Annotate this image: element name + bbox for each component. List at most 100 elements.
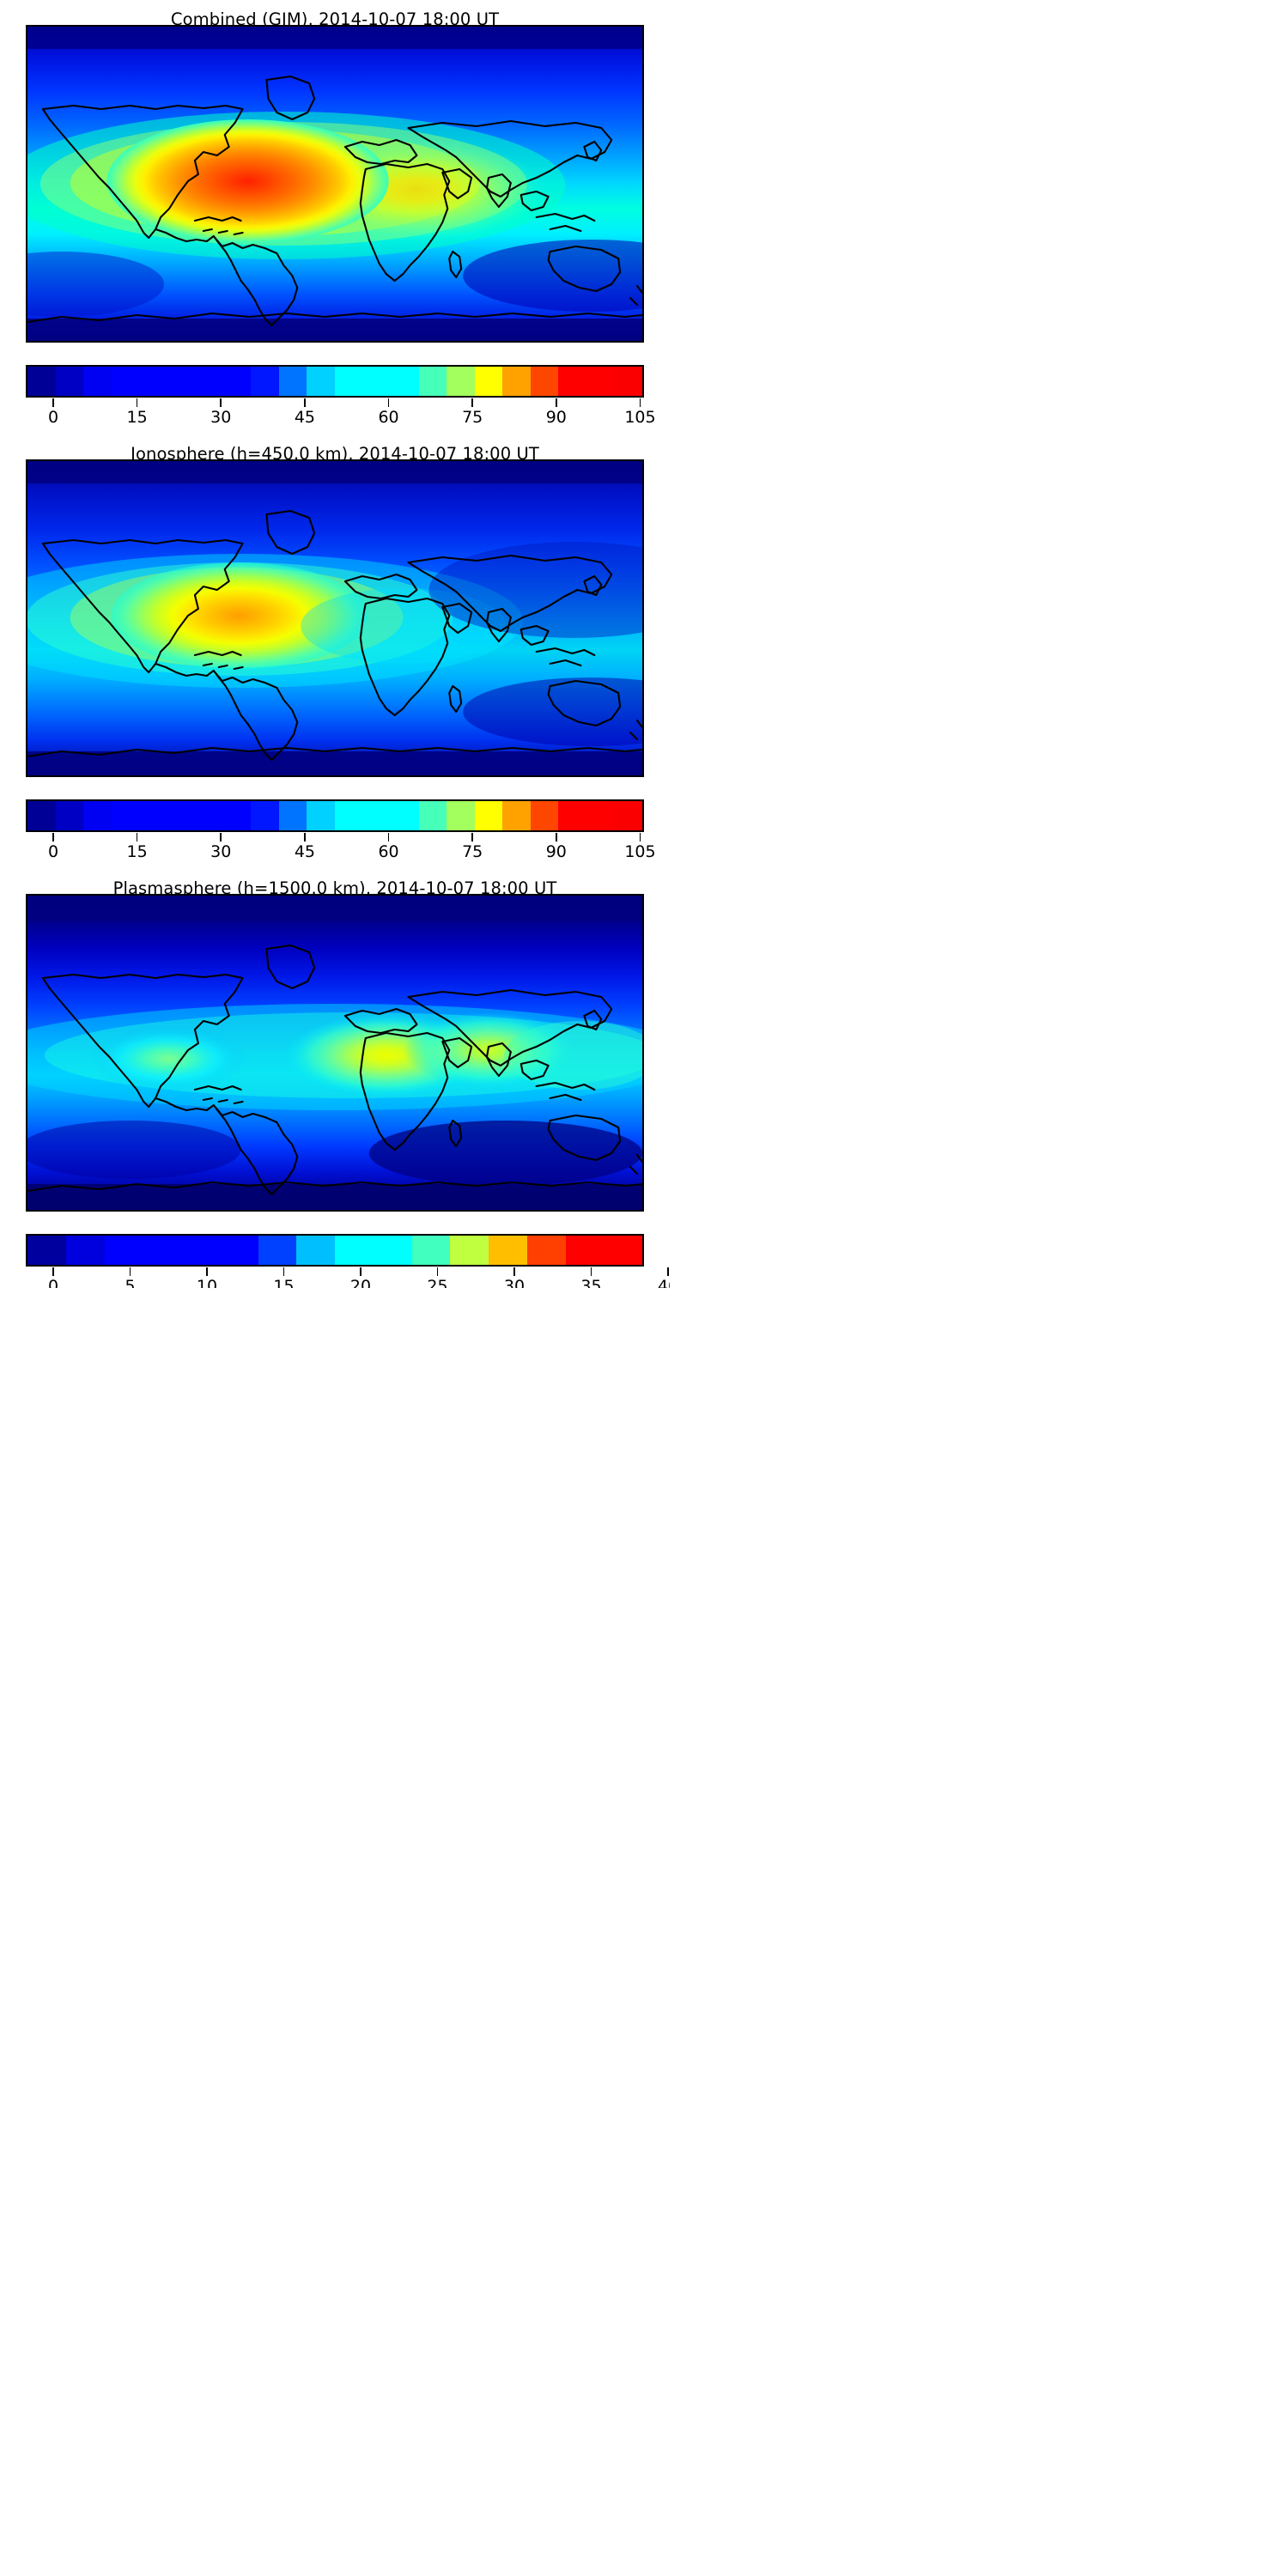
colorbar-tick-mark (667, 1267, 669, 1276)
colorbar-tick-mark (304, 833, 306, 841)
colorbar-band (83, 801, 112, 830)
panel-ionosphere: Ionosphere (h=450.0 km), 2014-10-07 18:0… (0, 434, 670, 864)
colorbar-combined (26, 365, 644, 398)
colorbar-tick-label: 75 (462, 408, 483, 427)
colorbar-band (139, 801, 167, 830)
colorbar-tick-mark (220, 398, 222, 407)
colorbar-tick-label: 45 (294, 408, 315, 427)
colorbar-tick-mark (136, 398, 138, 407)
map-canvas-combined (27, 27, 642, 341)
colorbar-tick-label: 105 (624, 842, 656, 861)
colorbar-tick-mark (52, 833, 54, 841)
colorbar-band (307, 801, 336, 830)
colorbar-band (614, 367, 642, 396)
colorbar-tick-mark (513, 1267, 515, 1276)
colorbar-band (335, 1236, 374, 1265)
map-canvas-ionosphere (27, 461, 642, 775)
colorbar-band (411, 1236, 451, 1265)
colorbar-band (418, 801, 447, 830)
colorbar-band (55, 801, 84, 830)
colorbar-band (27, 367, 56, 396)
colorbar-tick-mark (436, 1267, 439, 1276)
colorbar-band (558, 801, 586, 830)
colorbar-tick-mark (283, 1267, 285, 1276)
colorbar-band (530, 801, 559, 830)
colorbar-tick-label: 15 (273, 1277, 295, 1288)
colorbar-band (258, 1236, 297, 1265)
colorbar-band (335, 367, 363, 396)
colorbar-tick-mark (471, 833, 473, 841)
colorbar-band (167, 801, 196, 830)
colorbar-tick-label: 0 (47, 408, 59, 427)
colorbar-tick-label: 105 (624, 408, 656, 427)
panel-combined: Combined (GIM), 2014-10-07 18:00 UT (0, 0, 670, 429)
colorbar-tick-label: 0 (47, 842, 59, 861)
colorbar-band (195, 801, 223, 830)
colorbar-band (83, 367, 112, 396)
colorbar-tick-mark (590, 1267, 592, 1276)
colorbar-band (278, 801, 307, 830)
colorbar-tick-label: 90 (545, 842, 567, 861)
colorbar-band (278, 367, 307, 396)
colorbar-band (251, 367, 279, 396)
colorbar-band (391, 367, 419, 396)
colorbar-band (181, 1236, 220, 1265)
colorbar-tick-label: 30 (503, 1277, 526, 1288)
colorbar-tick-mark (387, 398, 390, 407)
colorbar-tick-mark (639, 833, 641, 841)
colorbar-band (139, 367, 167, 396)
colorbar-band (586, 367, 615, 396)
colorbar-tick-mark (206, 1267, 208, 1276)
colorbar-band (55, 367, 84, 396)
colorbar-tick-mark (52, 1267, 54, 1276)
colorbar-strip-plasmasphere (27, 1236, 642, 1265)
colorbar-tick-label: 45 (294, 842, 315, 861)
panel-title-plasmasphere: Plasmasphere (h=1500.0 km), 2014-10-07 1… (112, 878, 557, 898)
colorbar-tick-mark (471, 398, 473, 407)
colorbar-tick-label: 30 (210, 842, 232, 861)
colorbar-band (447, 801, 475, 830)
panel-title-ionosphere: Ionosphere (h=450.0 km), 2014-10-07 18:0… (131, 444, 539, 464)
colorbar-band (373, 1236, 412, 1265)
colorbar-band (222, 801, 252, 830)
colorbar-band (296, 1236, 335, 1265)
colorbar-tick-label: 60 (378, 842, 399, 861)
colorbar-tick-mark (52, 398, 54, 407)
map-axes-plasmasphere (26, 894, 644, 1212)
colorbar-band (335, 801, 363, 830)
colorbar-band (362, 801, 392, 830)
tec-figure: Combined (GIM), 2014-10-07 18:00 UT (0, 0, 670, 1288)
colorbar-ionosphere (26, 799, 644, 832)
colorbar-tick-label: 5 (125, 1277, 136, 1288)
map-axes-ionosphere (26, 459, 644, 777)
colorbar-band (526, 1236, 566, 1265)
colorbar-band (447, 367, 475, 396)
map-canvas-plasmasphere (27, 896, 642, 1210)
colorbar-tick-label: 60 (378, 408, 399, 427)
colorbar-band (450, 1236, 489, 1265)
colorbar-band (307, 367, 336, 396)
colorbar-tick-mark (304, 398, 306, 407)
map-field-plasmasphere (27, 896, 642, 1210)
colorbar-tick-label: 35 (580, 1277, 602, 1288)
colorbar-strip-ionosphere (27, 801, 642, 830)
colorbar-band (195, 367, 223, 396)
colorbar-band (614, 801, 642, 830)
colorbar-band (530, 367, 559, 396)
colorbar-band (565, 1236, 605, 1265)
colorbar-tick-label: 20 (349, 1277, 372, 1288)
colorbar-band (391, 801, 419, 830)
map-axes-combined (26, 25, 644, 343)
colorbar-band (586, 801, 615, 830)
colorbar-tick-label: 40 (657, 1277, 670, 1288)
colorbar-tick-mark (556, 398, 557, 407)
colorbar-tick-mark (360, 1267, 361, 1276)
colorbar-plasmasphere (26, 1234, 644, 1267)
colorbar-band (489, 1236, 527, 1265)
colorbar-band (502, 801, 531, 830)
map-field-combined (27, 27, 642, 341)
colorbar-tick-label: 90 (545, 408, 567, 427)
colorbar-tick-mark (387, 833, 390, 841)
colorbar-tick-label: 25 (427, 1277, 448, 1288)
colorbar-tick-mark (129, 1267, 131, 1276)
